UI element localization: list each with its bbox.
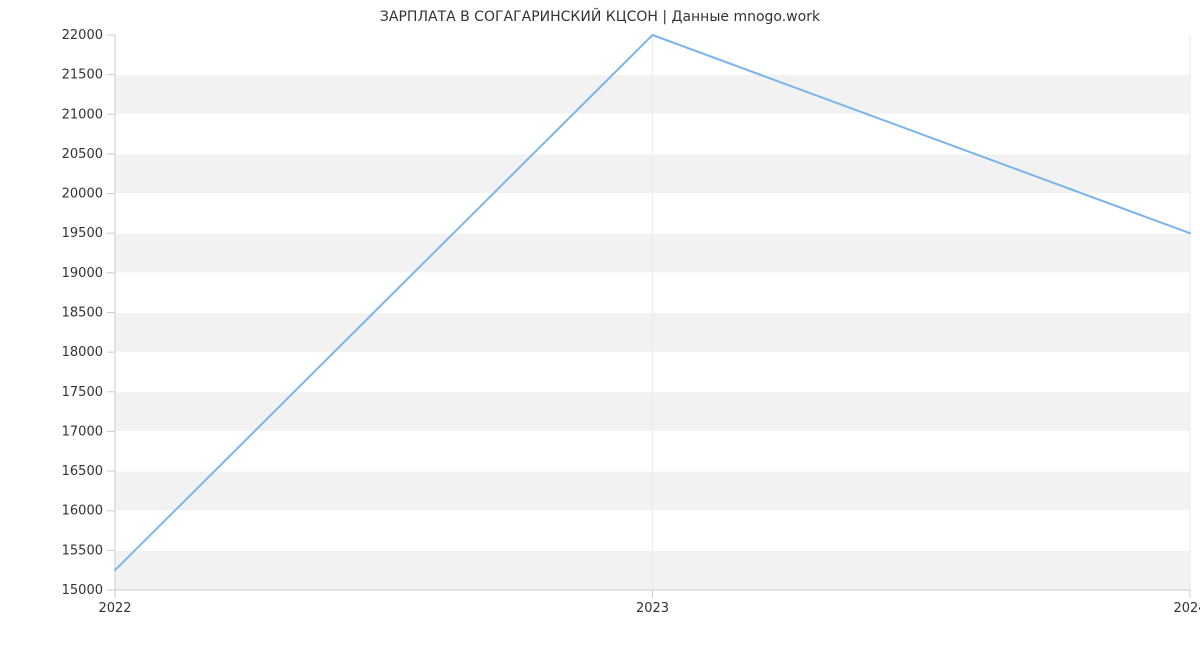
svg-text:18000: 18000 [62,345,103,360]
svg-text:16500: 16500 [62,464,103,479]
svg-text:2024: 2024 [1173,601,1200,616]
svg-text:18500: 18500 [62,306,103,321]
svg-text:17000: 17000 [62,424,103,439]
svg-text:15000: 15000 [62,583,103,598]
svg-text:2022: 2022 [98,601,131,616]
chart-svg: 15000 15500 16000 16500 17000 17500 18000 18500… [0,0,1200,650]
svg-text:20500: 20500 [62,147,103,162]
svg-text:21500: 21500 [62,68,103,83]
svg-text:21000: 21000 [62,107,103,122]
svg-text:20000: 20000 [62,187,103,202]
svg-text:19000: 19000 [62,266,103,281]
svg-text:19500: 19500 [62,226,103,241]
svg-text:2023: 2023 [636,601,669,616]
svg-text:17500: 17500 [62,385,103,400]
svg-text:22000: 22000 [62,28,103,43]
svg-text:15500: 15500 [62,543,103,558]
svg-text:16000: 16000 [62,504,103,519]
salary-line-chart: ЗАРПЛАТА В СОГАГАРИНСКИЙ КЦСОН | Данные … [0,0,1200,650]
